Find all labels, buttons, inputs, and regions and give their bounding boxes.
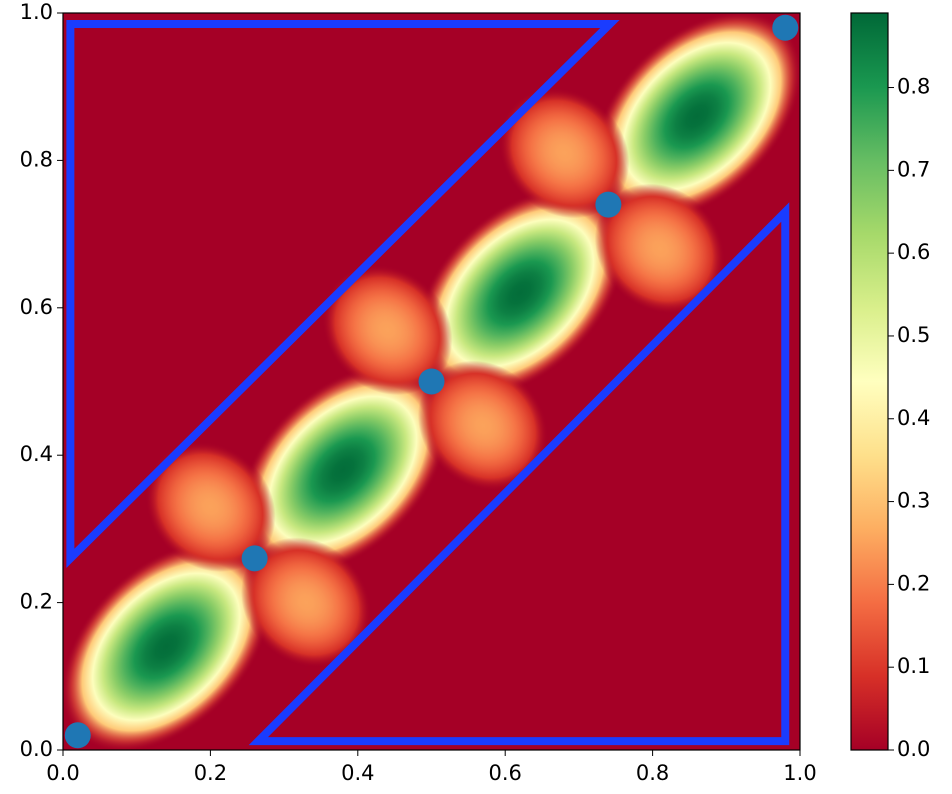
- heat-blob: [241, 537, 372, 668]
- colorbar-tick-label: 0.1: [897, 654, 930, 678]
- heat-blob: [322, 264, 453, 396]
- colorbar-tick-label: 0.5: [897, 323, 930, 347]
- heat-blob: [594, 183, 726, 315]
- y-tick-label: 0.8: [20, 147, 53, 171]
- scatter-point: [64, 722, 91, 749]
- x-tick-label: 1.0: [783, 761, 816, 785]
- heatmap: [63, 13, 800, 750]
- colorbar: [850, 12, 889, 751]
- y-tick-label: 0.6: [20, 295, 53, 319]
- colorbar-tick-label: 0.6: [897, 240, 930, 264]
- colorbar-tick-label: 0.8: [897, 75, 930, 99]
- plot-frame: [62, 12, 801, 751]
- x-tick-label: 0.6: [488, 761, 521, 785]
- heat-blob: [417, 360, 549, 491]
- scatter-point: [772, 14, 799, 41]
- scatter-point: [418, 368, 445, 395]
- colorbar-tick-label: 0.2: [897, 571, 930, 595]
- colorbar-tick-label: 0.4: [897, 406, 930, 430]
- scatter-point: [595, 191, 622, 218]
- x-tick-label: 0.0: [46, 761, 79, 785]
- x-tick-label: 0.2: [194, 761, 227, 785]
- heat-blob: [498, 87, 630, 219]
- heat-blob: [145, 441, 276, 572]
- y-tick-label: 1.0: [20, 0, 53, 24]
- polygon-outline: [248, 202, 790, 746]
- y-tick-label: 0.2: [20, 590, 53, 614]
- heat-blob: [414, 188, 625, 399]
- heat-blob: [238, 364, 449, 575]
- polygon-outline: [66, 20, 620, 568]
- scatter-point: [241, 545, 268, 572]
- colorbar-tick-label: 0.7: [897, 157, 930, 181]
- colorbar-tick-label: 0.3: [897, 489, 930, 513]
- heat-blob: [591, 13, 800, 222]
- y-tick-label: 0.0: [20, 737, 53, 761]
- y-tick-label: 0.4: [20, 442, 53, 466]
- heat-blob: [63, 541, 272, 750]
- colorbar-tick-label: 0.0: [897, 737, 930, 761]
- x-tick-label: 0.4: [341, 761, 374, 785]
- x-tick-label: 0.8: [636, 761, 669, 785]
